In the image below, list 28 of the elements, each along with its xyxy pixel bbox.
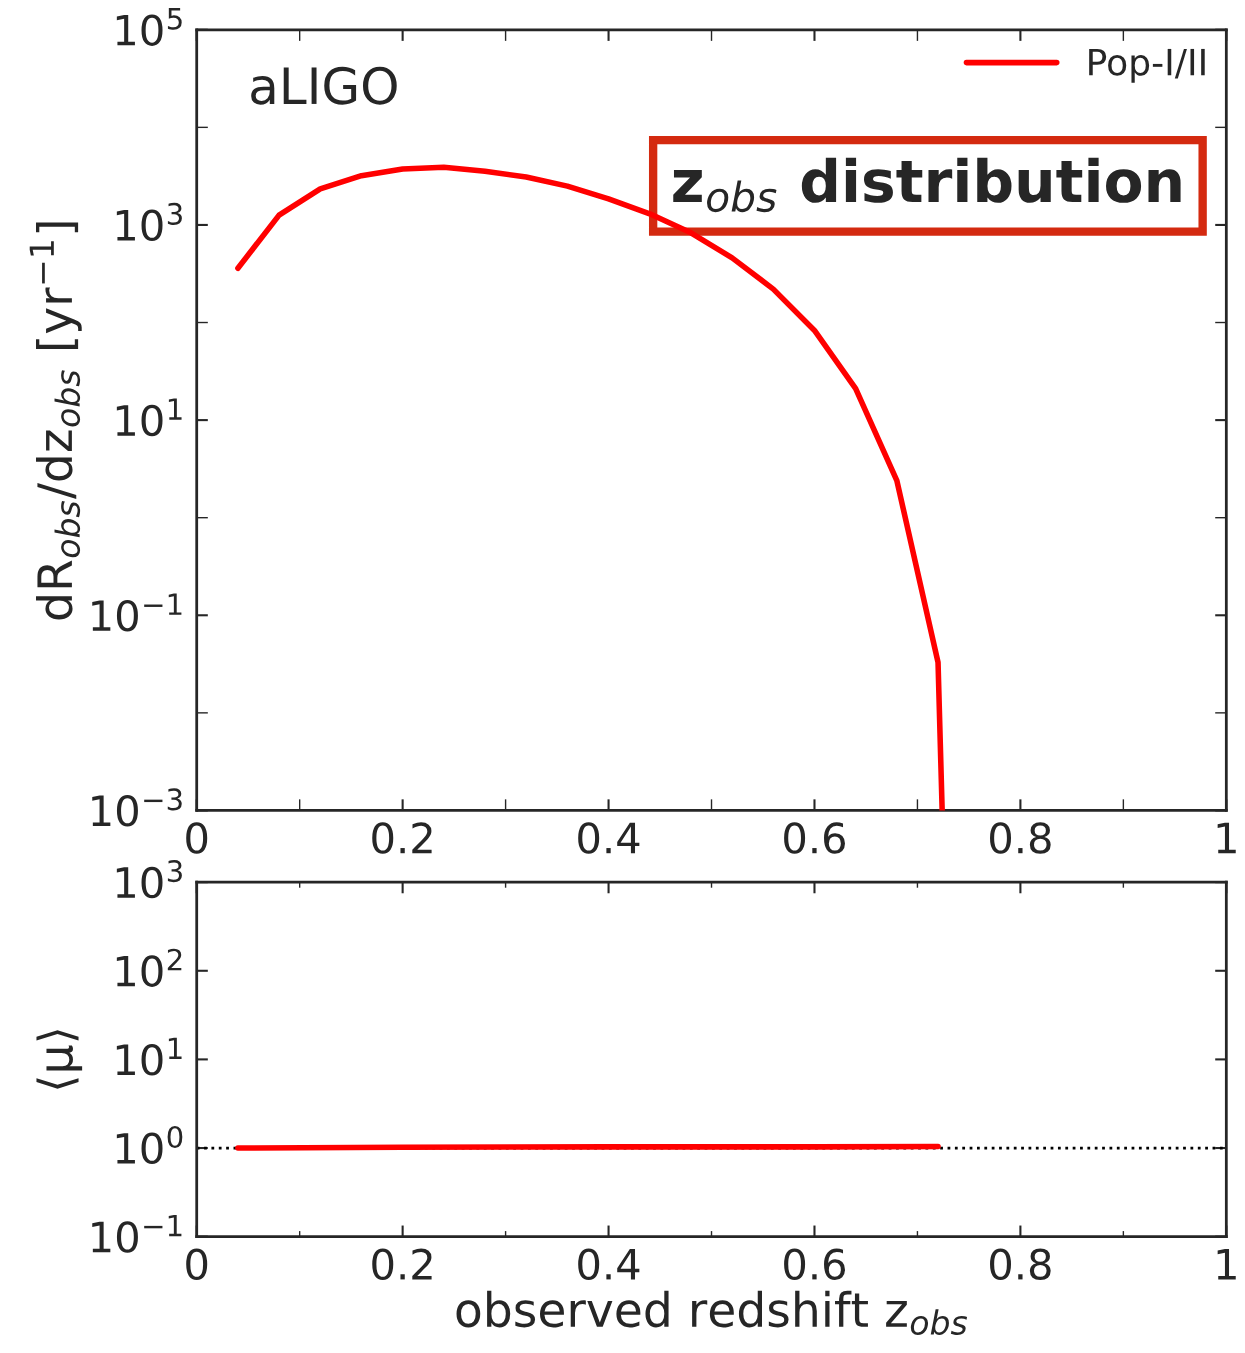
y-tick-label: 10$^{0}$ [116, 1125, 183, 1165]
x-tick-label: 0.2 [372, 822, 432, 854]
y-tick-label: 10$^{3}$ [116, 202, 182, 242]
y-tick-label: 10$^{−3}$ [92, 788, 182, 827]
annotation: aLIGO [251, 66, 397, 105]
y-tick-label: 10$^{1}$ [116, 1037, 182, 1076]
x-axis-title: observed redshift z$_{obs}$ [456, 1290, 968, 1335]
y-axis-title: ⟨μ⟩ [36, 1030, 83, 1089]
x-tick-label: 0 [186, 1248, 208, 1281]
x-tick-label: 0 [186, 822, 208, 854]
x-tick-label: 0.6 [784, 1248, 845, 1281]
x-tick-label: 1 [1217, 822, 1236, 854]
y-tick-label: 10$^{3}$ [116, 860, 182, 899]
x-tick-label: 0.8 [990, 1248, 1051, 1281]
y-tick-label: 10$^{2}$ [116, 948, 182, 987]
y-tick-label: 10$^{−1}$ [92, 1214, 182, 1253]
x-tick-label: 0.8 [990, 822, 1051, 854]
x-tick-label: 0.6 [784, 822, 845, 854]
annotation: z$_{obs}$ distribution [673, 157, 1181, 213]
y-tick-label: 10$^{5}$ [116, 8, 182, 46]
x-tick-label: 0.4 [578, 1248, 640, 1281]
y-axis-title: dR$_{obs}$/dz$_{obs}$ [yr$^{−1}$] [29, 222, 82, 620]
y-tick-label: 10$^{1}$ [116, 398, 182, 437]
y-tick-label: 10$^{−1}$ [92, 593, 182, 632]
x-tick-label: 0.2 [372, 1248, 432, 1281]
x-tick-label: 1 [1217, 1249, 1236, 1280]
legend-label: Pop-I/II [1089, 48, 1205, 83]
x-tick-label: 0.4 [578, 822, 640, 854]
